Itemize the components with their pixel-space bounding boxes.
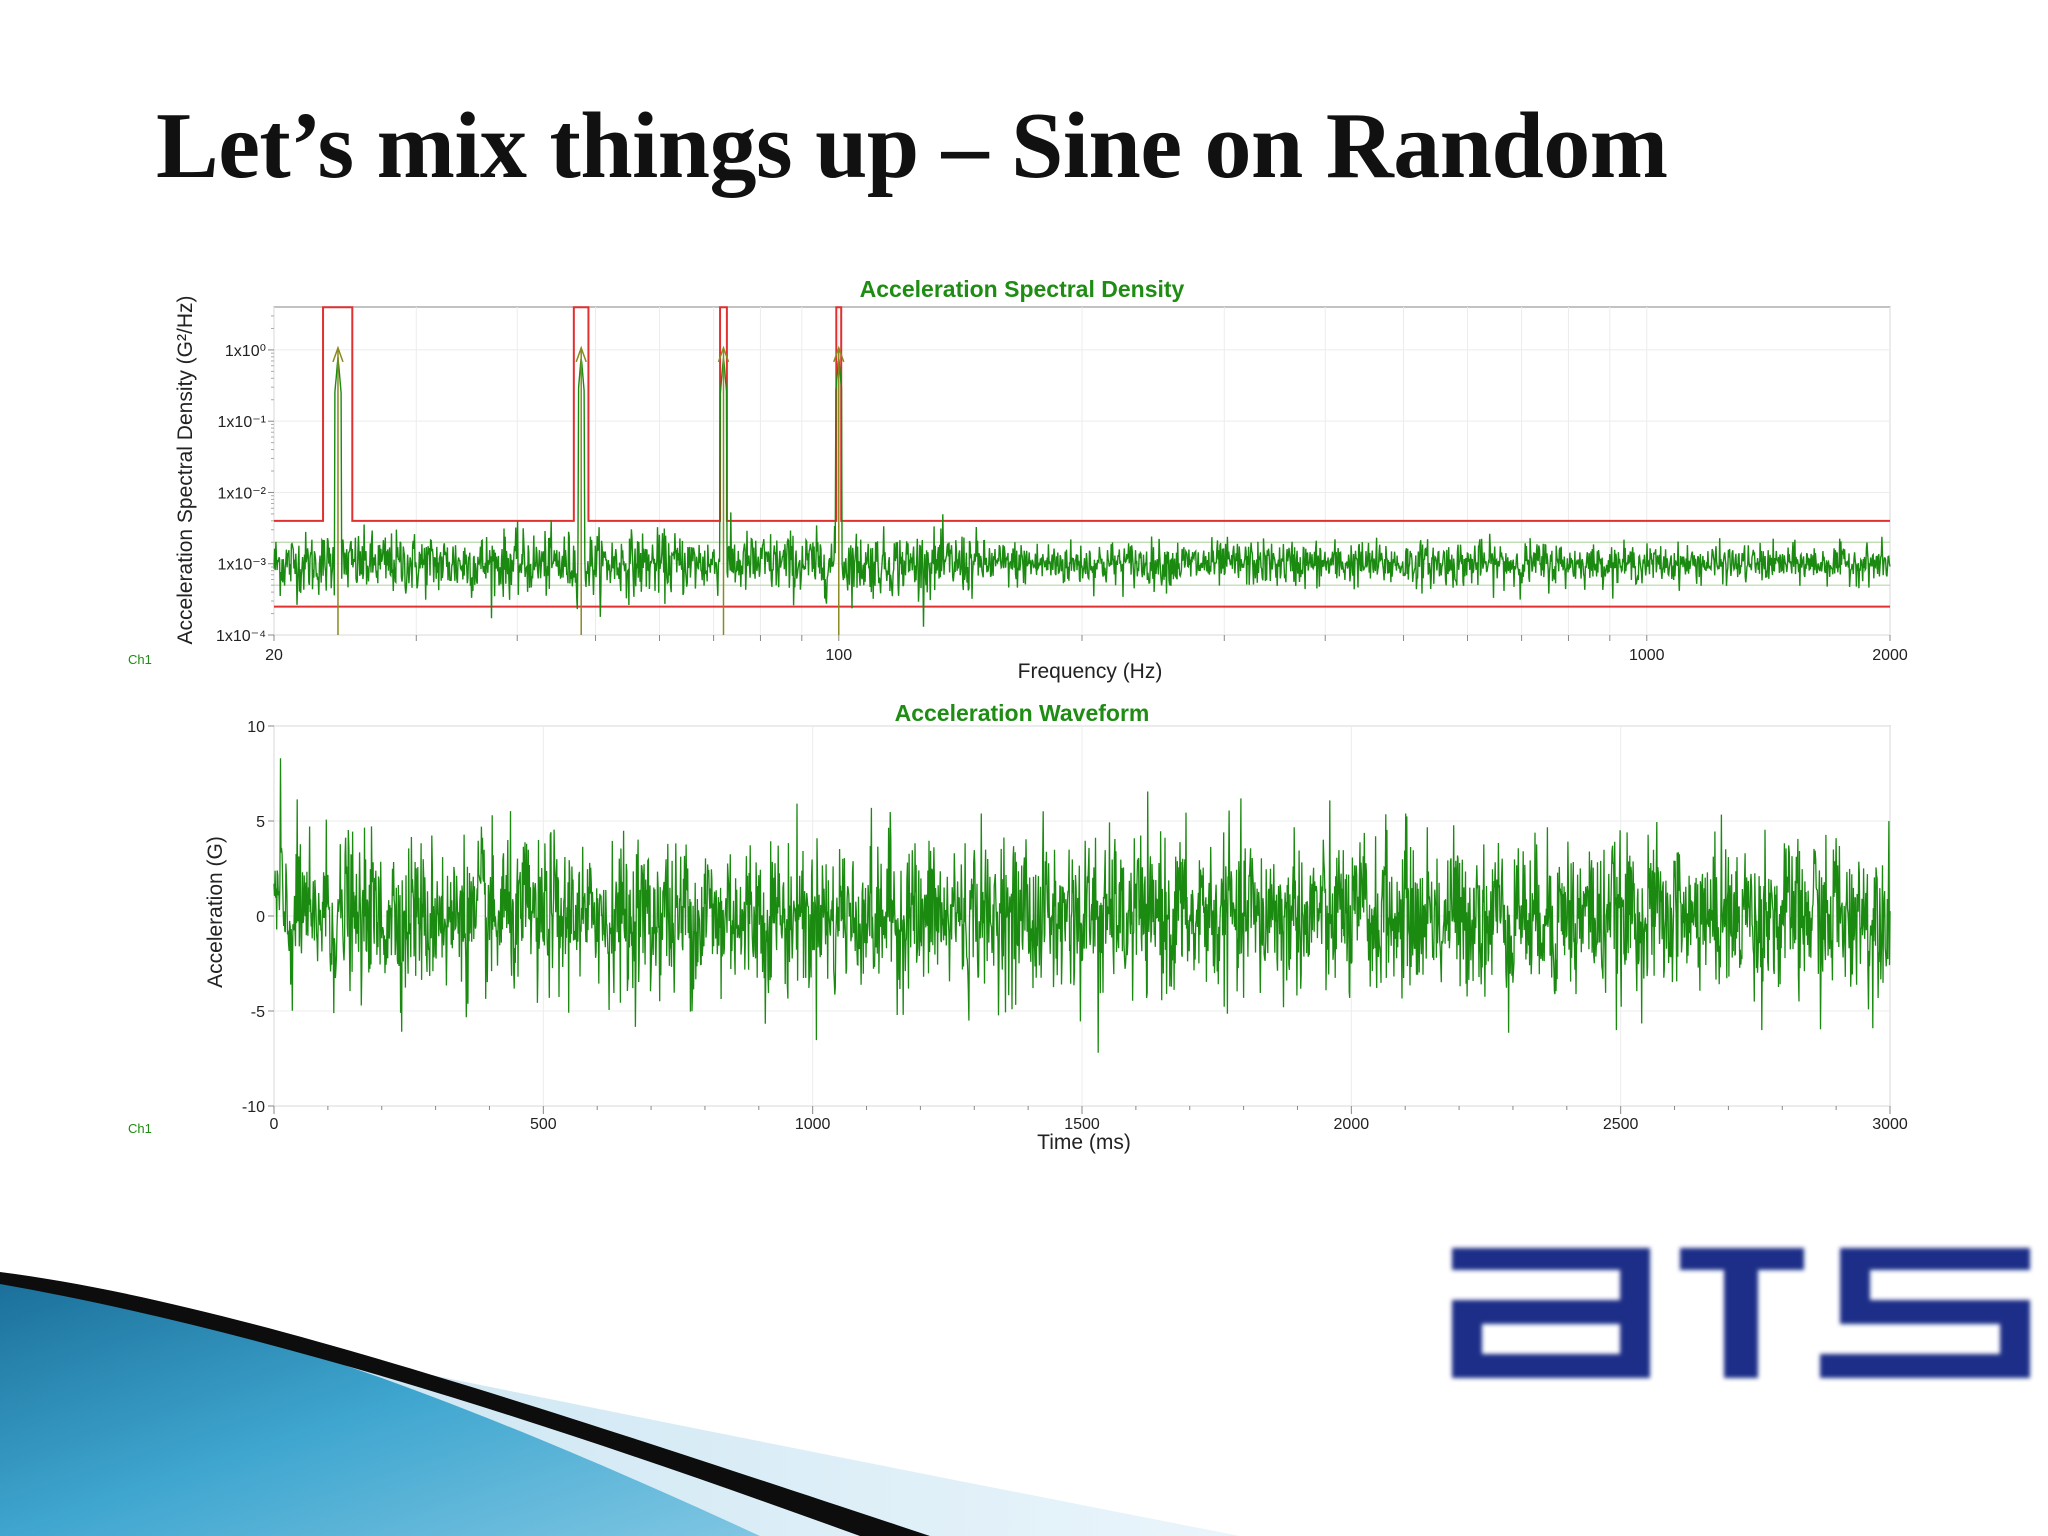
asd-x-tick-label: 2000 bbox=[1872, 647, 1908, 664]
waveform-x-axis-label: Time (ms) bbox=[1037, 1131, 1131, 1154]
asd-sine-tone-peak bbox=[833, 345, 845, 363]
waveform-y-tick-label: -10 bbox=[242, 1099, 265, 1116]
waveform-x-tick-label: 500 bbox=[530, 1116, 557, 1133]
ats-logo-mark bbox=[1452, 1248, 2030, 1378]
waveform-y-tick-label: 0 bbox=[256, 909, 265, 926]
waveform-channel-label: Ch1 bbox=[128, 1121, 152, 1136]
waveform-ticks: 0 500 1000 1500 2000 2500 3000 10 5 0 -5 -10 bbox=[242, 719, 1908, 1133]
asd-channel-label: Ch1 bbox=[128, 652, 152, 667]
asd-y-tick-label: 1x10⁻¹ bbox=[218, 414, 266, 431]
asd-control-trace bbox=[273, 357, 1891, 627]
asd-sine-tone-peak bbox=[332, 345, 344, 363]
asd-sine-tone-peak bbox=[575, 345, 587, 363]
ats-logo bbox=[1452, 1248, 2030, 1378]
waveform-chart-title: Acceleration Waveform bbox=[895, 700, 1150, 726]
asd-x-tick-label: 100 bbox=[825, 647, 852, 664]
asd-y-tick-label: 1x10⁻⁴ bbox=[216, 628, 266, 645]
decorative-swoosh bbox=[0, 1272, 1240, 1536]
waveform-chart: Acceleration Waveform 0 500 1000 1500 2000 25… bbox=[0, 700, 2048, 1160]
asd-ticks: 1x10⁰ 1x10⁻¹ 1x10⁻² 1x10⁻³ 1x10⁻⁴ 20 100 1000 20… bbox=[216, 315, 1908, 664]
waveform-y-tick-label: 10 bbox=[247, 719, 265, 736]
waveform-y-axis-label: Acceleration (G) bbox=[204, 836, 227, 988]
asd-chart-svg: Acceleration Spectral Density 1x10⁰ 1x10⁻… bbox=[128, 276, 1908, 683]
waveform-x-tick-label: 2500 bbox=[1603, 1116, 1639, 1133]
asd-lines bbox=[273, 306, 1891, 635]
asd-y-tick-label: 1x10⁰ bbox=[225, 343, 266, 360]
swoosh-blue-band bbox=[0, 1278, 760, 1536]
asd-sine-tone-peak bbox=[717, 345, 730, 363]
waveform-x-tick-label: 1500 bbox=[1064, 1116, 1100, 1133]
waveform-y-tick-label: 5 bbox=[256, 814, 265, 831]
waveform-chart-svg: Acceleration Waveform 0 500 1000 1500 2000 25… bbox=[128, 700, 1908, 1154]
slide-title: Let’s mix things up – Sine on Random bbox=[156, 94, 1668, 198]
asd-x-tick-label: 1000 bbox=[1629, 647, 1665, 664]
asd-x-tick-label: 20 bbox=[265, 647, 283, 664]
waveform-trace bbox=[273, 758, 1891, 1053]
asd-y-axis-label: Acceleration Spectral Density (G²/Hz) bbox=[174, 296, 197, 645]
asd-y-tick-label: 1x10⁻² bbox=[218, 485, 267, 502]
waveform-x-tick-label: 0 bbox=[270, 1116, 279, 1133]
asd-abort-upper-line bbox=[274, 306, 1890, 522]
waveform-y-tick-label: -5 bbox=[251, 1004, 265, 1021]
waveform-x-tick-label: 3000 bbox=[1872, 1116, 1908, 1133]
swoosh-black-band bbox=[0, 1272, 930, 1536]
asd-chart: Acceleration Spectral Density 1x10⁰ 1x10⁻… bbox=[0, 260, 2048, 690]
asd-chart-title: Acceleration Spectral Density bbox=[860, 276, 1185, 302]
waveform-x-tick-label: 2000 bbox=[1334, 1116, 1370, 1133]
waveform-x-tick-label: 1000 bbox=[795, 1116, 831, 1133]
waveform-lines bbox=[273, 758, 1891, 1053]
asd-y-tick-label: 1x10⁻³ bbox=[218, 557, 267, 574]
asd-x-axis-label: Frequency (Hz) bbox=[1018, 660, 1163, 683]
